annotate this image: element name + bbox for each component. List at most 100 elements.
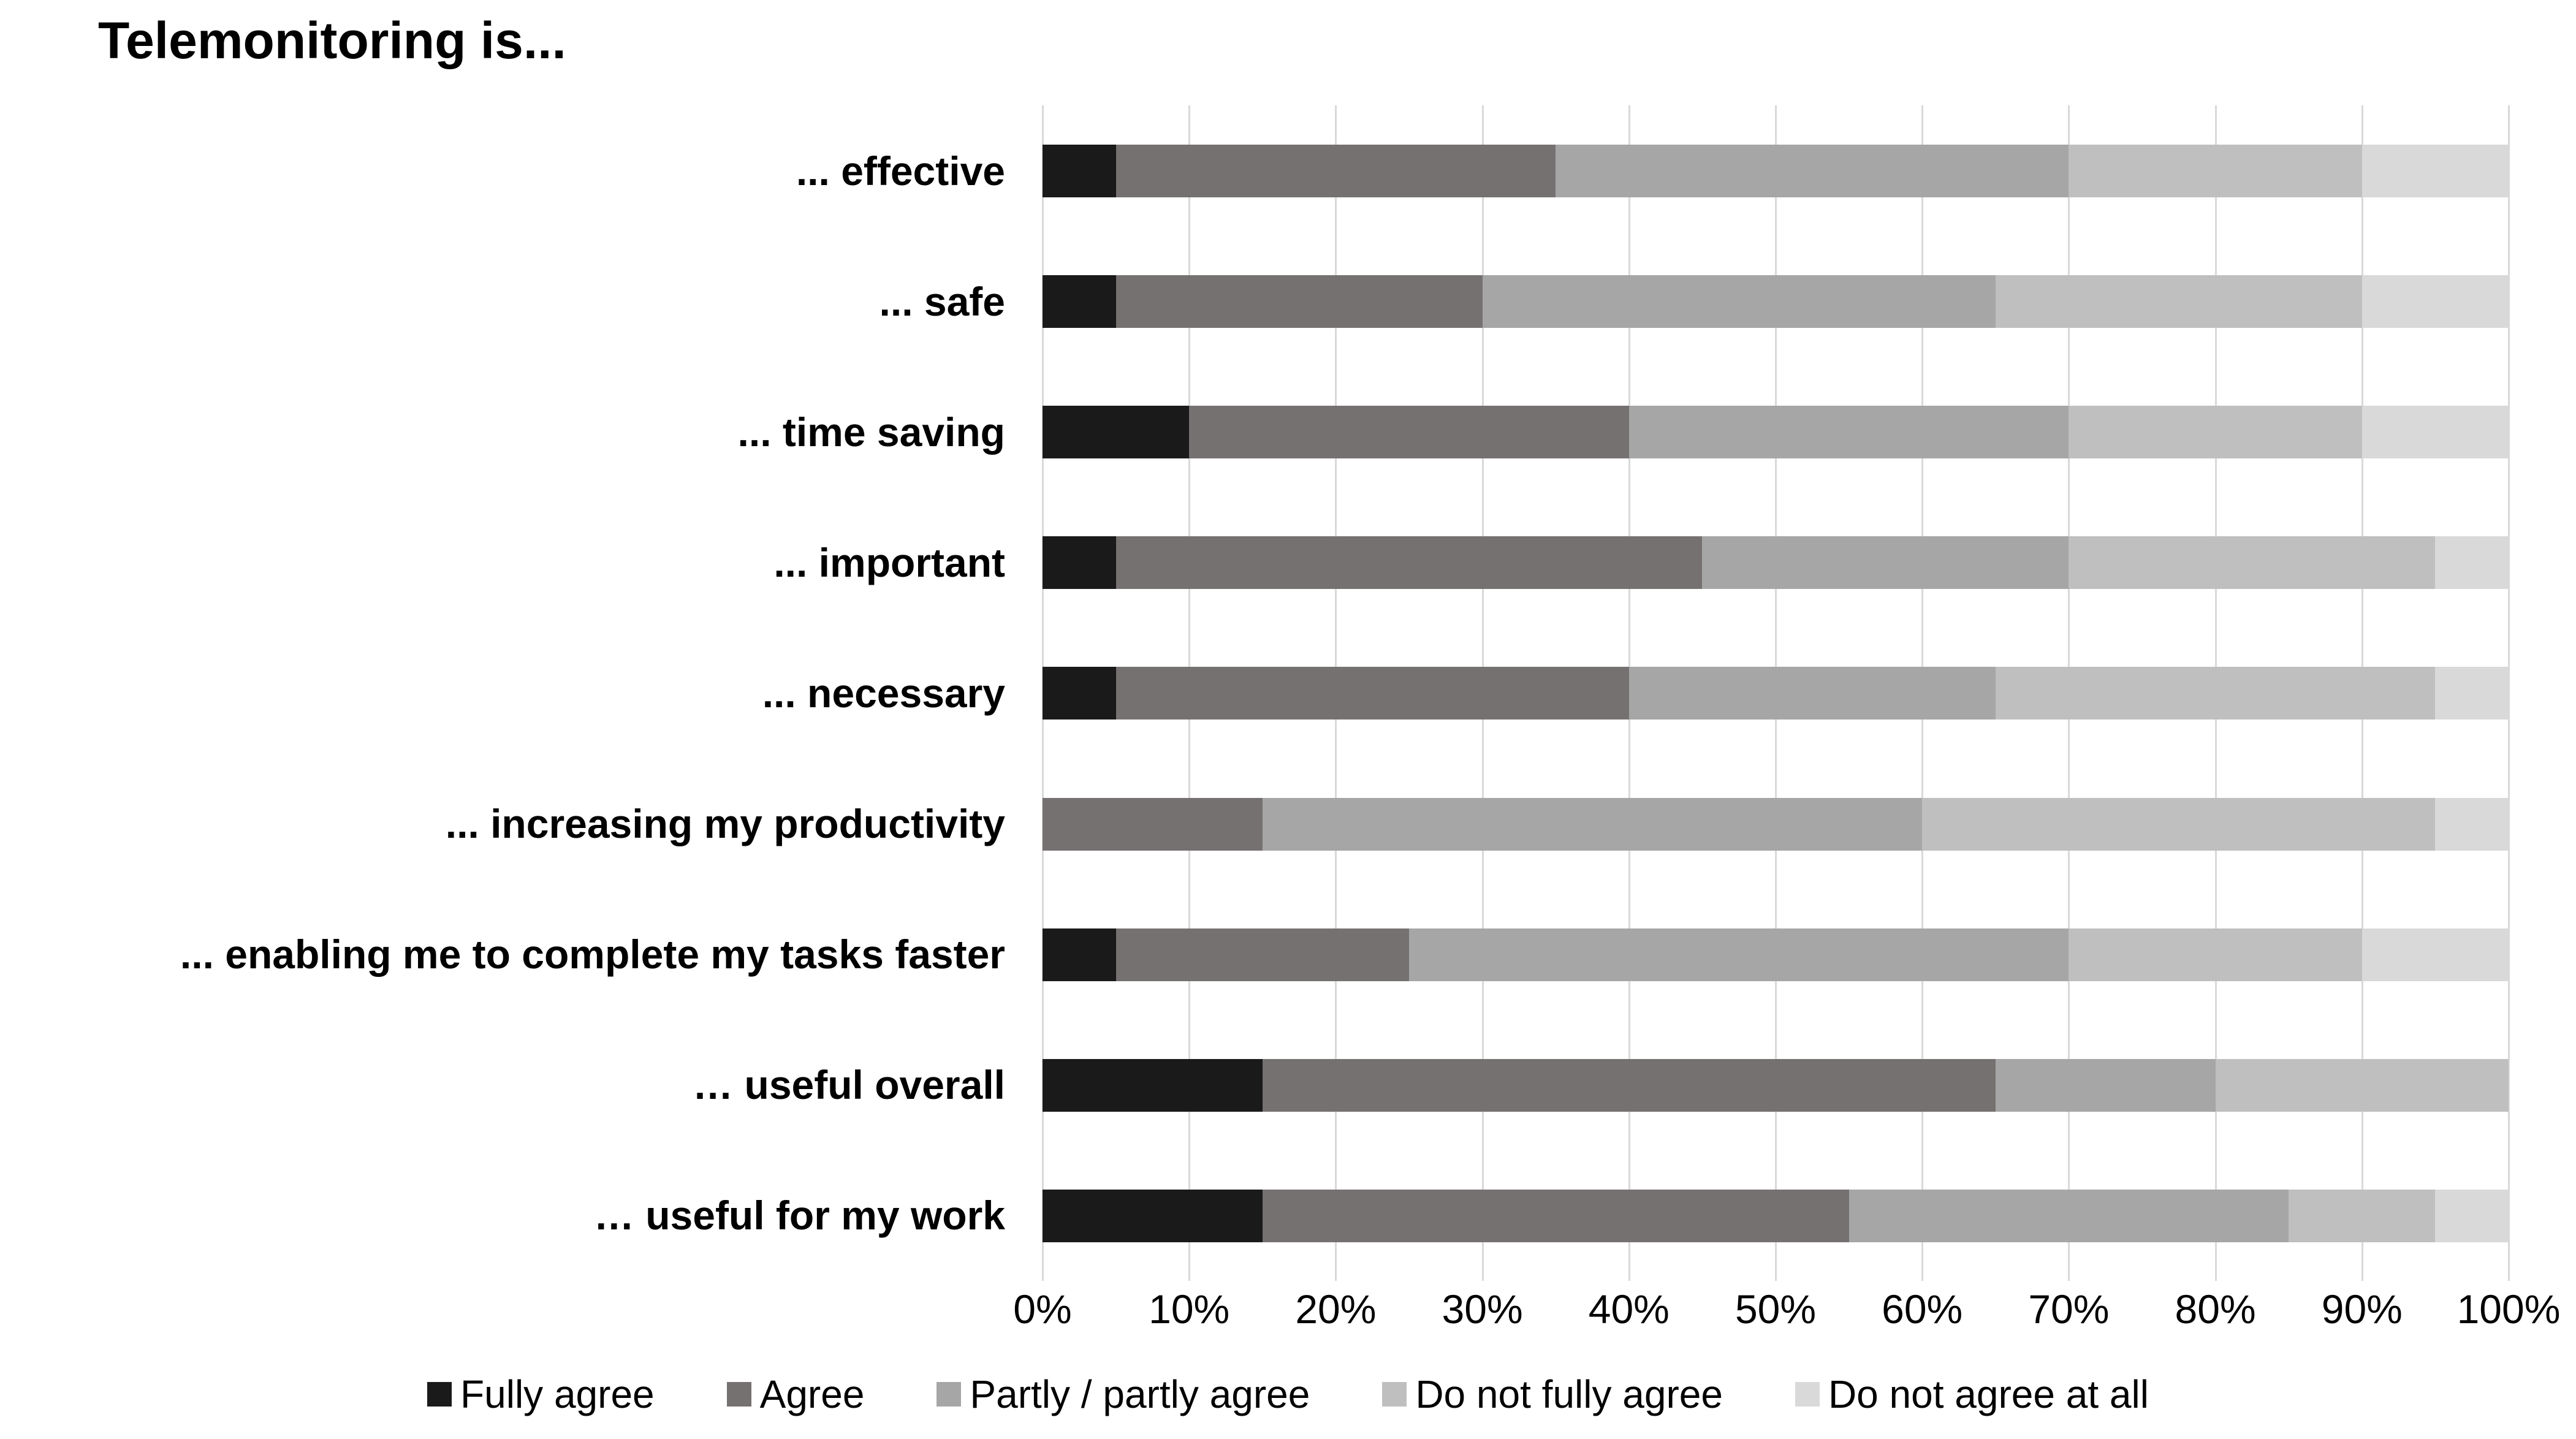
bar-segment: [1995, 1058, 2216, 1112]
gridline: [2508, 105, 2510, 1281]
category-label: ... effective: [796, 148, 1005, 194]
bar-segment: [1262, 1189, 1849, 1242]
bar-track: [1043, 928, 2509, 981]
bar-segment: [1995, 275, 2362, 328]
bar-segment: [1408, 928, 2069, 981]
bar-segment: [1043, 1058, 1263, 1112]
bar-segment: [2435, 797, 2509, 851]
legend-item: Do not agree at all: [1795, 1372, 2149, 1417]
legend-item: Agree: [726, 1372, 865, 1417]
bar-segment: [1043, 667, 1116, 720]
bar-row: … useful overall: [0, 1020, 2576, 1150]
category-label: … useful for my work: [593, 1193, 1005, 1239]
bar-segment: [1628, 667, 1996, 720]
legend-label: Agree: [759, 1372, 865, 1416]
category-label: … useful overall: [693, 1062, 1005, 1108]
legend-swatch-icon: [937, 1382, 962, 1407]
x-axis: 0% 10% 20% 30% 40% 50% 60% 70% 80% 90% 100%: [0, 1286, 2576, 1341]
plot-area: ... effective ... safe ... time saving ... …: [0, 105, 2576, 1281]
bar-row: ... effective: [0, 105, 2576, 236]
legend-swatch-icon: [1795, 1382, 1820, 1407]
bar-track: [1043, 275, 2509, 328]
bar-segment: [2361, 928, 2509, 981]
bar-segment: [2289, 1189, 2436, 1242]
bar-track: [1043, 1058, 2509, 1112]
category-label: ... necessary: [762, 670, 1005, 716]
bar-segment: [2215, 1058, 2509, 1112]
bar-row: ... important: [0, 497, 2576, 628]
category-label: ... time saving: [737, 409, 1005, 455]
chart-title: Telemonitoring is...: [98, 12, 566, 69]
bar-segment: [1922, 797, 2436, 851]
legend-swatch-icon: [427, 1382, 452, 1407]
legend-label: Do not agree at all: [1828, 1372, 2149, 1416]
category-label: ... enabling me to complete my tasks fas…: [180, 932, 1005, 978]
bar-segment: [2361, 145, 2509, 197]
bar-track: [1043, 667, 2509, 720]
bar-segment: [2435, 667, 2509, 720]
x-tick-label: 100%: [2456, 1286, 2561, 1332]
x-tick-label: 60%: [1882, 1286, 1963, 1332]
bar-segment: [1115, 667, 1629, 720]
x-tick-label: 80%: [2175, 1286, 2256, 1332]
bar-segment: [1189, 406, 1629, 459]
legend-label: Fully agree: [460, 1372, 655, 1416]
bar-segment: [1262, 797, 1923, 851]
bar-segment: [1043, 275, 1116, 328]
x-tick-label: 40%: [1588, 1286, 1670, 1332]
bar-segment: [2361, 275, 2509, 328]
legend-item: Partly / partly agree: [937, 1372, 1310, 1417]
bar-segment: [1043, 797, 1263, 851]
bar-segment: [1043, 928, 1116, 981]
bar-segment: [1995, 667, 2436, 720]
bar-track: [1043, 1189, 2509, 1242]
bar-segment: [1482, 275, 1996, 328]
legend-item: Fully agree: [427, 1372, 655, 1417]
category-label: ... important: [773, 539, 1005, 585]
x-tick-label: 50%: [1734, 1286, 1817, 1332]
bar-track: [1043, 145, 2509, 197]
bar-segment: [2069, 145, 2362, 197]
bar-segment: [1702, 536, 2069, 590]
x-tick-label: 0%: [1013, 1286, 1072, 1332]
bar-row: ... enabling me to complete my tasks fas…: [0, 889, 2576, 1020]
bar-row: ... safe: [0, 236, 2576, 366]
x-tick-label: 90%: [2321, 1286, 2403, 1332]
bar-segment: [2361, 406, 2509, 459]
bar-segment: [2435, 536, 2509, 590]
legend-swatch-icon: [1382, 1382, 1407, 1407]
legend-item: Do not fully agree: [1382, 1372, 1723, 1417]
bar-row: ... increasing my productivity: [0, 759, 2576, 889]
bar-segment: [1115, 928, 1409, 981]
bar-segment: [1043, 536, 1116, 590]
legend: Fully agree Agree Partly / partly agree Do …: [0, 1372, 2576, 1417]
bar-segment: [1043, 1189, 1263, 1242]
x-tick-label: 70%: [2028, 1286, 2110, 1332]
bar-segment: [1115, 275, 1483, 328]
legend-label: Partly / partly agree: [970, 1372, 1310, 1416]
legend-label: Do not fully agree: [1415, 1372, 1723, 1416]
x-tick-label: 20%: [1295, 1286, 1377, 1332]
bar-row: ... necessary: [0, 628, 2576, 758]
bar-track: [1043, 406, 2509, 459]
bar-segment: [1628, 406, 2069, 459]
bar-segment: [2069, 406, 2362, 459]
bar-row: … useful for my work: [0, 1150, 2576, 1281]
bar-segment: [1043, 406, 1190, 459]
bar-segment: [2069, 536, 2436, 590]
legend-swatch-icon: [726, 1382, 751, 1407]
x-tick-label: 10%: [1149, 1286, 1230, 1332]
bar-track: [1043, 797, 2509, 851]
bar-segment: [1262, 1058, 1996, 1112]
bar-row: ... time saving: [0, 366, 2576, 497]
bar-segment: [1848, 1189, 2289, 1242]
bar-segment: [2069, 928, 2362, 981]
bar-segment: [2435, 1189, 2509, 1242]
x-tick-label: 30%: [1442, 1286, 1523, 1332]
bar-segment: [1043, 145, 1116, 197]
category-label: ... increasing my productivity: [445, 801, 1005, 847]
bar-segment: [1115, 536, 1703, 590]
bar-segment: [1115, 145, 1556, 197]
bar-track: [1043, 536, 2509, 590]
